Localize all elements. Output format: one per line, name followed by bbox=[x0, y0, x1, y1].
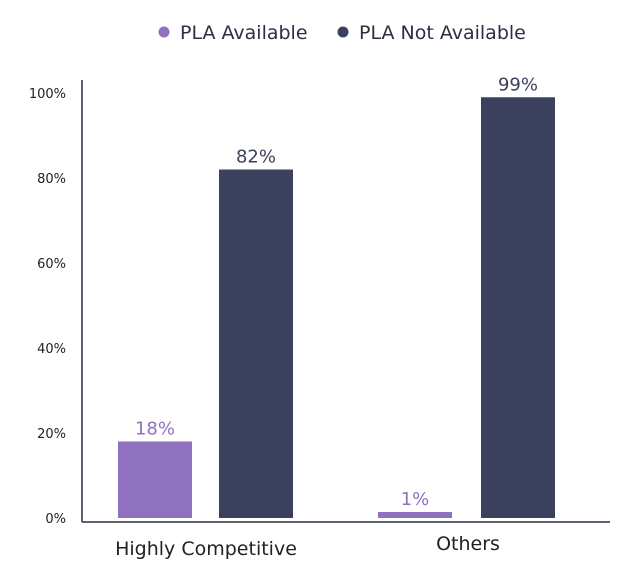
bars: 18% 82% 1% 99% bbox=[118, 74, 555, 518]
bar-pla-available-highly-competitive bbox=[118, 441, 192, 518]
bar-value-label: 99% bbox=[498, 74, 538, 95]
y-tick-label: 100% bbox=[29, 87, 66, 102]
bar-pla-available-others bbox=[378, 512, 452, 518]
y-tick-label: 40% bbox=[37, 342, 66, 357]
y-axis: 0% 20% 40% 60% 80% 100% bbox=[29, 80, 83, 527]
legend-label-pla-not-available: PLA Not Available bbox=[359, 22, 526, 44]
legend-label-pla-available: PLA Available bbox=[180, 22, 308, 44]
bar-pla-not-available-highly-competitive bbox=[219, 169, 293, 518]
x-category-label: Highly Competitive bbox=[115, 538, 297, 560]
x-axis: Highly Competitive Others bbox=[82, 521, 610, 560]
legend: PLA Available PLA Not Available bbox=[158, 22, 526, 44]
legend-marker-pla-available bbox=[158, 26, 170, 38]
bar-pla-not-available-others bbox=[481, 97, 555, 518]
y-tick-label: 80% bbox=[37, 172, 66, 187]
legend-marker-pla-not-available bbox=[337, 26, 349, 38]
bar-value-label: 1% bbox=[401, 489, 430, 510]
y-tick-label: 60% bbox=[37, 257, 66, 272]
bar-value-label: 18% bbox=[135, 419, 175, 440]
x-category-label: Others bbox=[436, 533, 500, 555]
bar-value-label: 82% bbox=[236, 147, 276, 168]
y-tick-label: 20% bbox=[37, 427, 66, 442]
y-tick-label: 0% bbox=[45, 512, 66, 527]
